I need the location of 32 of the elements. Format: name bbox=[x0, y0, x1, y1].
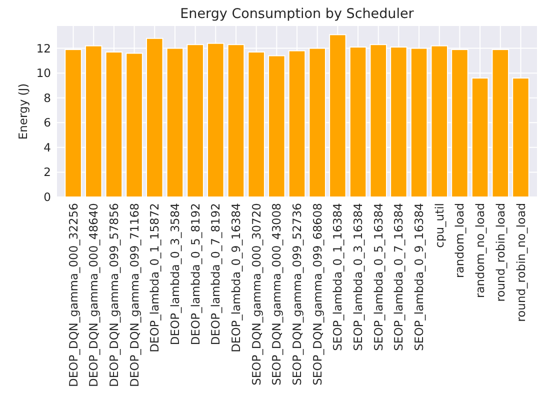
x-tick-label: random_no_load bbox=[473, 203, 488, 298]
x-tick-label: SEOP_DQN_gamma_000_43008 bbox=[270, 203, 284, 386]
y-tick-label: 2 bbox=[44, 165, 51, 180]
x-tick-label: random_load bbox=[452, 203, 467, 278]
x-tick-label: DEOP_lambda_0_9_16384 bbox=[229, 203, 244, 352]
y-tick-label: 4 bbox=[44, 140, 51, 154]
x-tick-label: DEOP_DQN_gamma_000_48640 bbox=[86, 203, 101, 387]
x-tick-label: DEOP_lambda_0_5_8192 bbox=[188, 203, 202, 346]
x-tick-label: DEOP_lambda_0_1_15872 bbox=[148, 203, 162, 352]
x-tick-label: SEOP_lambda_0_3_16384 bbox=[351, 203, 366, 351]
x-tick-label: cpu_util bbox=[432, 203, 446, 248]
x-tick-label: SEOP_lambda_0_1_16384 bbox=[330, 203, 345, 351]
x-tick-label: DEOP_lambda_0_7_8192 bbox=[208, 203, 223, 346]
y-tick-label: 6 bbox=[44, 116, 51, 130]
x-tick-label: SEOP_lambda_0_5_16384 bbox=[371, 203, 386, 351]
y-tick-label: 12 bbox=[36, 41, 51, 56]
chart-title: Energy Consumption by Scheduler bbox=[180, 6, 414, 22]
x-tick-label: DEOP_lambda_0_3_3584 bbox=[168, 203, 182, 346]
y-tick-label: 8 bbox=[44, 90, 51, 105]
x-tick-label: SEOP_lambda_0_7_16384 bbox=[392, 203, 406, 351]
x-tick-label: SEOP_DQN_gamma_099_68608 bbox=[310, 203, 324, 386]
x-tick-label: DEOP_DQN_gamma_099_57856 bbox=[106, 203, 121, 387]
x-tick-label: round_robin_load bbox=[493, 203, 508, 302]
x-tick-label: SEOP_DQN_gamma_000_30720 bbox=[249, 203, 264, 386]
y-axis-title: Energy (J) bbox=[16, 83, 30, 140]
x-tick-label: round_robin_no_load bbox=[514, 203, 528, 322]
y-tick-label: 10 bbox=[36, 66, 51, 80]
x-tick-label: SEOP_lambda_0_9_16384 bbox=[412, 203, 426, 351]
x-tick-label: DEOP_DQN_gamma_099_71168 bbox=[127, 203, 142, 387]
y-tick-label: 0 bbox=[44, 190, 51, 204]
x-tick-label: DEOP_DQN_gamma_000_32256 bbox=[66, 203, 80, 387]
x-tick-label: SEOP_DQN_gamma_099_52736 bbox=[290, 203, 304, 386]
